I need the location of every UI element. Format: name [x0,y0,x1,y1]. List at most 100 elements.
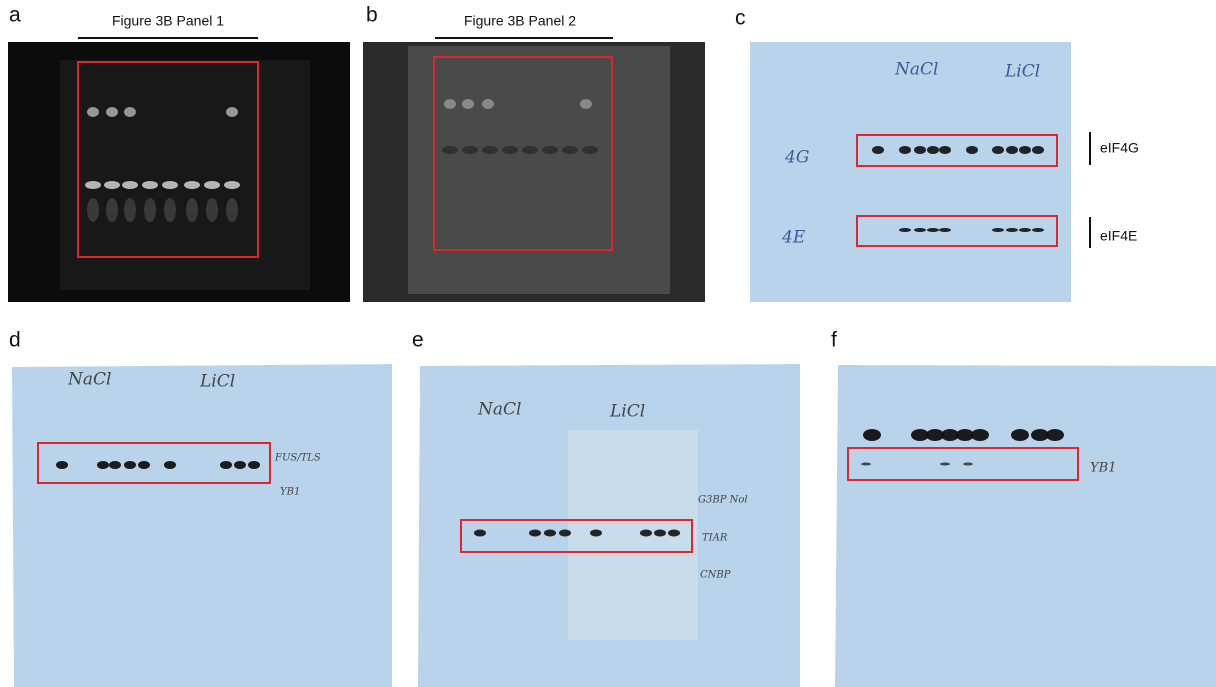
band [106,107,118,117]
band [542,146,558,154]
blot-image [835,365,1216,687]
band [940,463,950,466]
band [87,107,99,117]
handwritten-note: FUS/TLS [274,453,321,464]
band [939,228,951,232]
band [234,461,246,469]
band [1019,146,1031,154]
band [899,228,911,232]
band [1006,228,1018,232]
band [97,461,109,469]
band [1011,429,1029,441]
band [124,198,136,222]
band [562,146,578,154]
band [184,181,200,189]
band [640,530,652,537]
panel-label: a [9,4,21,27]
band [206,198,218,222]
band [462,99,474,109]
band [56,461,68,469]
band [971,429,989,441]
band [164,461,176,469]
panel-label: c [735,7,746,30]
band [582,146,598,154]
band-label: eIF4E [1100,228,1137,244]
band [144,198,156,222]
handwritten-note: YB1 [280,487,300,498]
handwritten-note: 4E [781,228,806,248]
band [204,181,220,189]
band [248,461,260,469]
band [992,228,1004,232]
band [992,146,1004,154]
handwritten-note: NaCl [894,60,938,80]
band [124,461,136,469]
band [927,228,939,232]
band [1046,429,1064,441]
panel-label: f [831,329,837,352]
handwritten-note: NaCl [67,370,111,390]
handwritten-note: TIAR [702,533,728,544]
band [1006,146,1018,154]
band [474,530,486,537]
blot-image [12,364,392,687]
band [186,198,198,222]
handwritten-note: CNBP [700,570,731,581]
panel-title: Figure 3B Panel 2 [464,13,576,29]
handwritten-note: G3BP Nol [698,495,748,506]
band [85,181,101,189]
handwritten-note: LiCl [199,372,235,392]
panel-title: Figure 3B Panel 1 [112,13,224,29]
band [529,530,541,537]
band [226,107,238,117]
band [106,198,118,222]
band [1032,228,1044,232]
band [654,530,666,537]
band [124,107,136,117]
band [863,429,881,441]
panel-label: d [9,329,21,352]
band [444,99,456,109]
band [939,146,951,154]
handwritten-note: LiCl [609,402,645,422]
band [963,463,973,466]
band [87,198,99,222]
band [109,461,121,469]
band [142,181,158,189]
panel-label: b [366,4,378,27]
band [914,146,926,154]
band [164,198,176,222]
band [872,146,884,154]
band [1019,228,1031,232]
band-label: eIF4G [1100,140,1139,156]
handwritten-note: LiCl [1004,62,1040,82]
gel-area [60,60,310,290]
band [482,99,494,109]
band [899,146,911,154]
band [861,463,871,466]
band [502,146,518,154]
band [462,146,478,154]
gel-area [408,46,670,294]
band [1032,146,1044,154]
band [914,228,926,232]
band [138,461,150,469]
band [104,181,120,189]
handwritten-note: NaCl [477,400,521,420]
band [544,530,556,537]
band [580,99,592,109]
band [220,461,232,469]
band [442,146,458,154]
band [927,146,939,154]
panel-label: e [412,329,424,352]
band [482,146,498,154]
band [966,146,978,154]
band [122,181,138,189]
band [559,530,571,537]
band [226,198,238,222]
band [668,530,680,537]
handwritten-note: 4G [784,148,809,168]
band [224,181,240,189]
band [590,530,602,537]
band [162,181,178,189]
